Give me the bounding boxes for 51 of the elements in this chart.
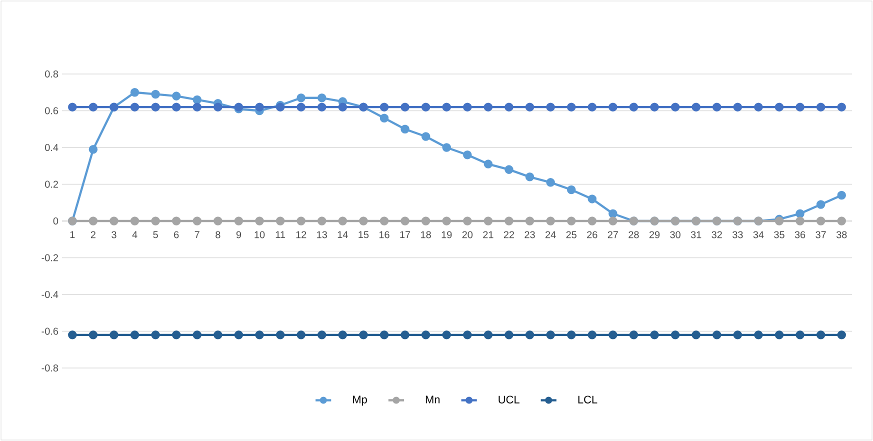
- x-tick-label: 14: [338, 231, 348, 238]
- x-tick-label: 17: [400, 231, 410, 238]
- x-tick-label: 11: [276, 231, 285, 238]
- y-tick-label: 0.4: [45, 144, 58, 152]
- x-tick-label: 21: [483, 231, 494, 238]
- y-tick-label: -0.6: [42, 328, 58, 335]
- y-tick-label: 0.8: [45, 70, 58, 78]
- x-tick-label: 23: [524, 231, 535, 238]
- y-tick-label: -0.8: [42, 364, 58, 372]
- x-tick-label: 12: [296, 231, 306, 238]
- x-tick-label: 9: [236, 231, 242, 238]
- x-tick-label: 3: [112, 231, 116, 238]
- x-tick-label: 2: [90, 231, 96, 238]
- x-tick-label: 27: [608, 231, 618, 238]
- y-tick-label: -0.4: [42, 290, 58, 298]
- x-tick-label: 33: [732, 231, 743, 238]
- x-tick-label: 1: [70, 231, 75, 238]
- y-tick-label: 0.6: [45, 107, 58, 114]
- x-tick-label: 8: [216, 231, 220, 238]
- x-tick-label: 29: [649, 231, 660, 238]
- x-tick-label: 26: [587, 231, 598, 238]
- legend-label: Mp: [353, 396, 367, 406]
- x-tick-label: 10: [254, 231, 265, 238]
- x-tick-label: 24: [546, 231, 556, 238]
- x-tick-label: 36: [794, 231, 806, 238]
- y-tick-label: 0: [53, 217, 58, 225]
- x-tick-label: 18: [421, 231, 431, 238]
- x-tick-label: 31: [690, 231, 702, 238]
- x-tick-label: 22: [504, 231, 514, 238]
- legend-label: LCL: [578, 396, 598, 404]
- x-tick-label: 16: [379, 231, 390, 238]
- x-tick-label: 7: [194, 231, 200, 238]
- x-tick-label: 13: [317, 231, 327, 238]
- x-tick-label: 32: [712, 231, 722, 238]
- y-tick-label: 0.2: [45, 180, 58, 188]
- y-tick-label: -0.2: [42, 254, 58, 262]
- x-tick-label: 34: [753, 231, 764, 238]
- x-tick-label: 5: [153, 231, 158, 238]
- legend-label: Mn: [426, 396, 440, 404]
- x-tick-label: 15: [358, 231, 369, 238]
- x-tick-label: 35: [774, 231, 784, 238]
- x-tick-label: 30: [670, 231, 680, 238]
- x-tick-label: 37: [816, 231, 826, 238]
- x-tick-label: 6: [174, 231, 179, 238]
- x-tick-label: 4: [132, 231, 138, 238]
- x-tick-label: 28: [628, 231, 639, 238]
- x-tick-label: 25: [566, 231, 576, 238]
- legend-label: UCL: [498, 396, 520, 404]
- x-tick-label: 20: [462, 231, 473, 238]
- x-tick-label: 19: [442, 231, 452, 238]
- x-tick-label: 38: [836, 231, 847, 238]
